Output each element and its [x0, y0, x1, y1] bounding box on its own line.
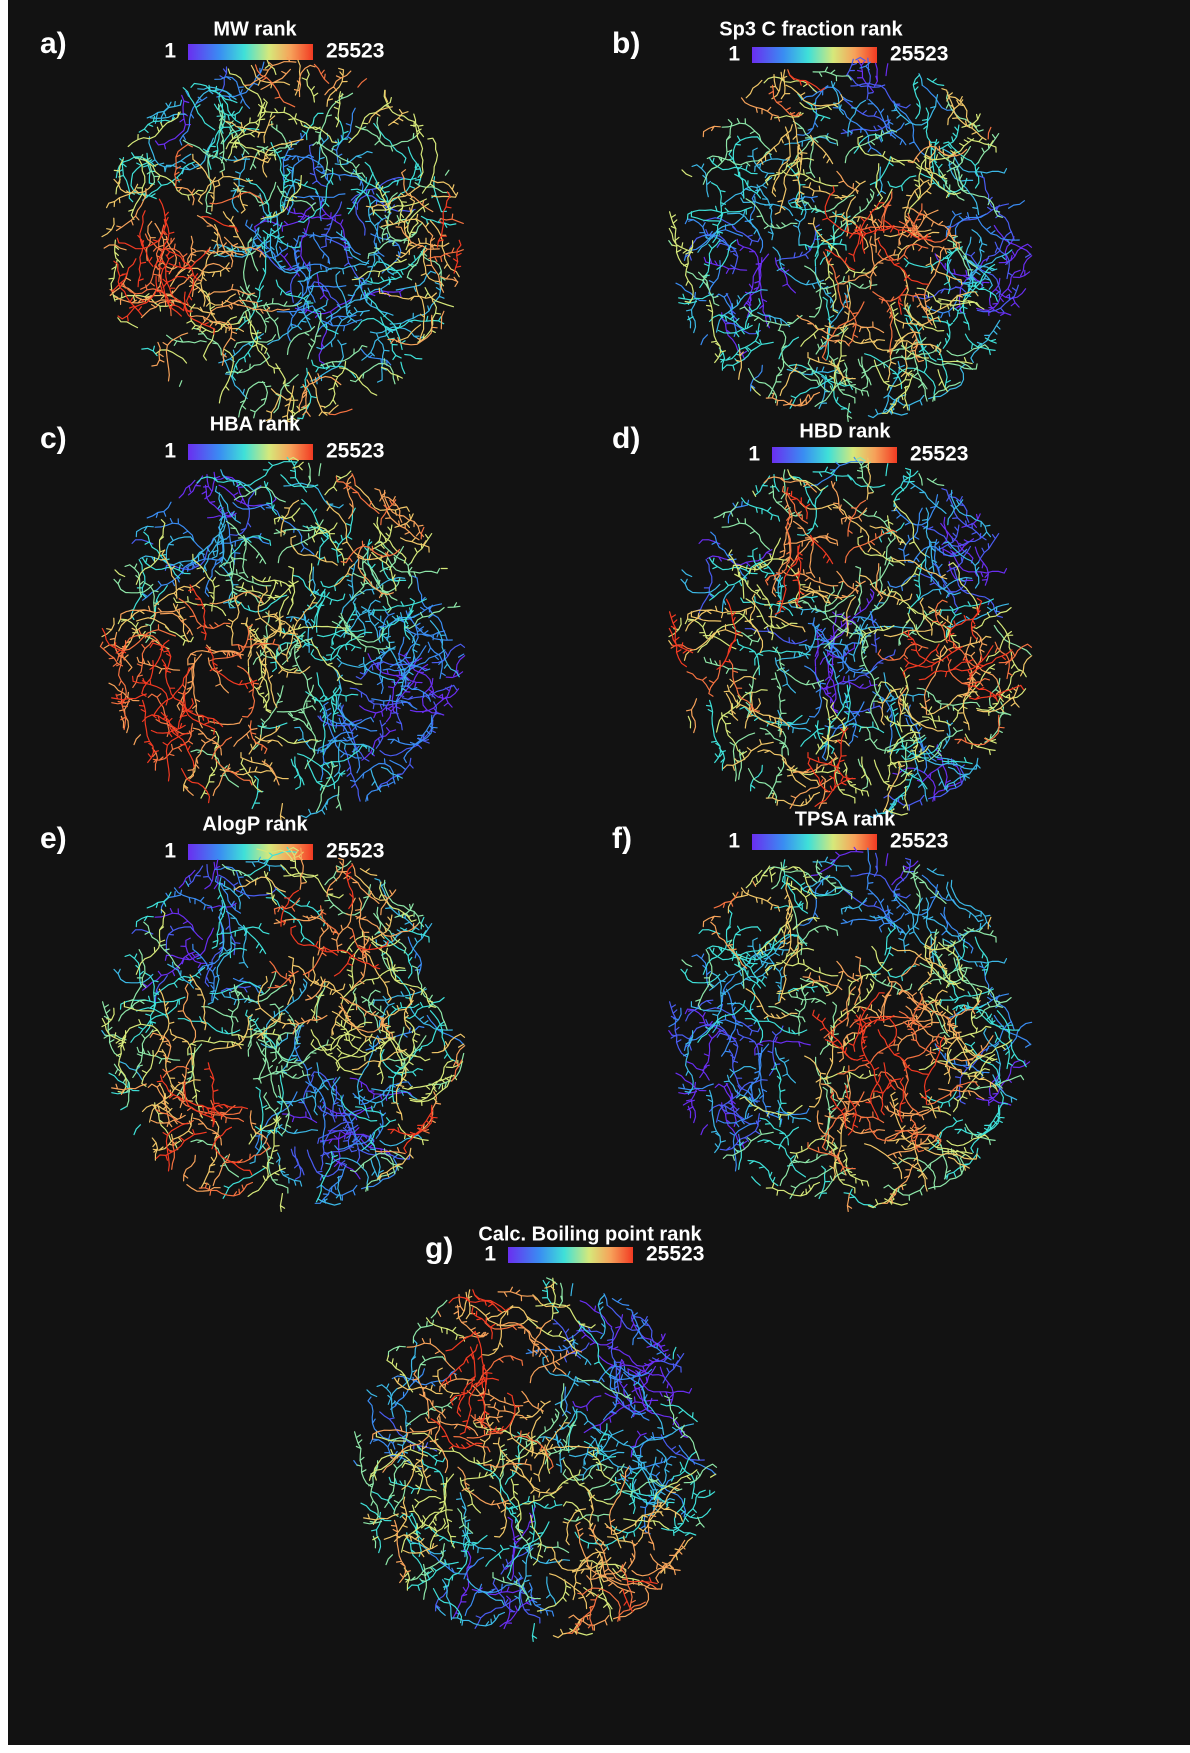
tree-branches: [141, 851, 466, 1189]
panel: a) MW rank 1 25523: [40, 18, 464, 423]
tree-branches: [680, 859, 1027, 1208]
tree-branches: [142, 501, 465, 802]
tree-branches: [735, 69, 987, 397]
tree-branches: [768, 69, 992, 362]
panel: e) AlogP rank 1 25523: [40, 813, 466, 1212]
tree-branches: [131, 864, 411, 1181]
colorbar-min: 1: [728, 830, 740, 853]
colorbar-max: 25523: [326, 40, 384, 63]
panel: f) TPSA rank 1 25523: [612, 808, 1033, 1212]
colorbar-title: Calc. Boiling point rank: [478, 1223, 702, 1245]
tree-branches: [111, 191, 462, 335]
colorbar: [188, 444, 313, 460]
colorbar: [188, 44, 313, 60]
colorbar-title: Sp3 C fraction rank: [719, 18, 903, 40]
colorbar-max: 25523: [890, 43, 948, 66]
colorbar-title: AlogP rank: [202, 813, 308, 835]
colorbar-title: TPSA rank: [795, 808, 896, 830]
colorbar-min: 1: [164, 840, 176, 863]
background: [8, 0, 1190, 1745]
tree-branches: [133, 92, 451, 419]
tree-branches: [101, 846, 464, 1212]
tree-branches: [99, 473, 425, 786]
colorbar-min: 1: [164, 440, 176, 463]
colorbar-min: 1: [748, 443, 760, 466]
colorbar-title: HBA rank: [210, 413, 301, 435]
colorbar: [508, 1247, 633, 1263]
panel-label: a): [40, 27, 67, 60]
panel-label: d): [612, 422, 640, 455]
tree-branches: [366, 1283, 694, 1627]
panel-label: f): [612, 822, 632, 855]
panel-label: g): [425, 1232, 453, 1265]
tree-branches: [678, 74, 998, 414]
colorbar-min: 1: [728, 43, 740, 66]
colorbar-max: 25523: [326, 840, 384, 863]
tree-branches: [101, 484, 430, 822]
tree-branches: [686, 73, 1013, 419]
colorbar-title: MW rank: [213, 18, 297, 40]
tree-branches: [453, 1322, 658, 1634]
tree-branches: [675, 61, 1025, 392]
tree-branches: [111, 847, 466, 1192]
tree-branches: [703, 456, 1032, 804]
colorbar: [772, 447, 897, 463]
tree-branches: [430, 1289, 658, 1613]
panel-label: c): [40, 422, 67, 455]
tree-branches: [739, 865, 1013, 1209]
colorbar: [752, 47, 877, 63]
tree-branches: [121, 63, 464, 416]
tree-branches: [101, 584, 258, 804]
tree-branches: [668, 66, 1003, 422]
colorbar-max: 25523: [326, 440, 384, 463]
tree-branches: [788, 74, 933, 315]
colorbar-title: HBD rank: [799, 420, 891, 442]
tree-branches: [114, 456, 448, 799]
colorbar: [752, 834, 877, 850]
tree-branches: [128, 456, 427, 810]
tree-branches: [108, 846, 460, 1203]
colorbar-max: 25523: [890, 830, 948, 853]
colorbar-max: 25523: [646, 1243, 704, 1266]
tree-branches: [371, 1286, 686, 1631]
colorbar: [188, 844, 313, 860]
tree-branches: [727, 882, 998, 1192]
figure: a) MW rank 1 25523 b) Sp3 C fraction rank 1 255…: [8, 0, 1190, 1745]
panel-label: e): [40, 822, 67, 855]
tree-branches: [670, 485, 1033, 746]
tree-branches: [812, 992, 945, 1136]
tree-branches: [668, 457, 1033, 813]
panel: d) HBD rank 1 25523: [612, 420, 1033, 819]
tree-branches: [668, 487, 1025, 807]
tree-branches: [695, 488, 1003, 811]
tree-branches: [668, 846, 1031, 1151]
panel: c) HBA rank 1 25523: [40, 413, 466, 822]
colorbar-min: 1: [484, 1243, 496, 1266]
panel: b) Sp3 C fraction rank 1 25523: [612, 18, 1033, 422]
tree-branches: [353, 1293, 717, 1617]
tree-branches: [155, 864, 438, 1176]
tree-branches: [702, 97, 968, 407]
colorbar-max: 25523: [910, 443, 968, 466]
panel-label: b): [612, 27, 640, 60]
colorbar-min: 1: [164, 40, 176, 63]
